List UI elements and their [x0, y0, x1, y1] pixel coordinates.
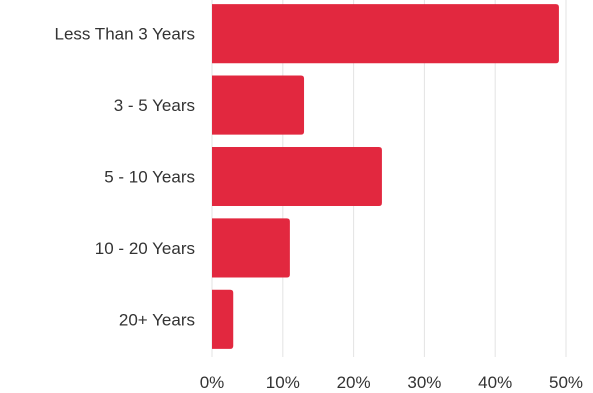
x-tick-label: 20%	[337, 373, 371, 392]
category-label: Less Than 3 Years	[54, 25, 195, 44]
category-label: 20+ Years	[119, 310, 195, 329]
x-tick-labels: 0% 10% 20% 30% 40% 50%	[200, 373, 583, 392]
category-labels: Less Than 3 Years 3 - 5 Years 5 - 10 Years…	[54, 25, 195, 330]
x-tick-label: 0%	[200, 373, 225, 392]
category-label: 5 - 10 Years	[104, 168, 195, 187]
category-label: 3 - 5 Years	[114, 96, 195, 115]
bar	[212, 289, 234, 349]
x-tick-label: 10%	[266, 373, 300, 392]
x-tick-label: 50%	[549, 373, 583, 392]
x-tick-label: 40%	[478, 373, 512, 392]
bar	[212, 75, 305, 135]
bars	[212, 4, 559, 349]
bar	[212, 218, 290, 278]
x-tick-label: 30%	[407, 373, 441, 392]
bar	[212, 146, 382, 207]
category-label: 10 - 20 Years	[95, 239, 195, 258]
bar	[212, 4, 559, 64]
